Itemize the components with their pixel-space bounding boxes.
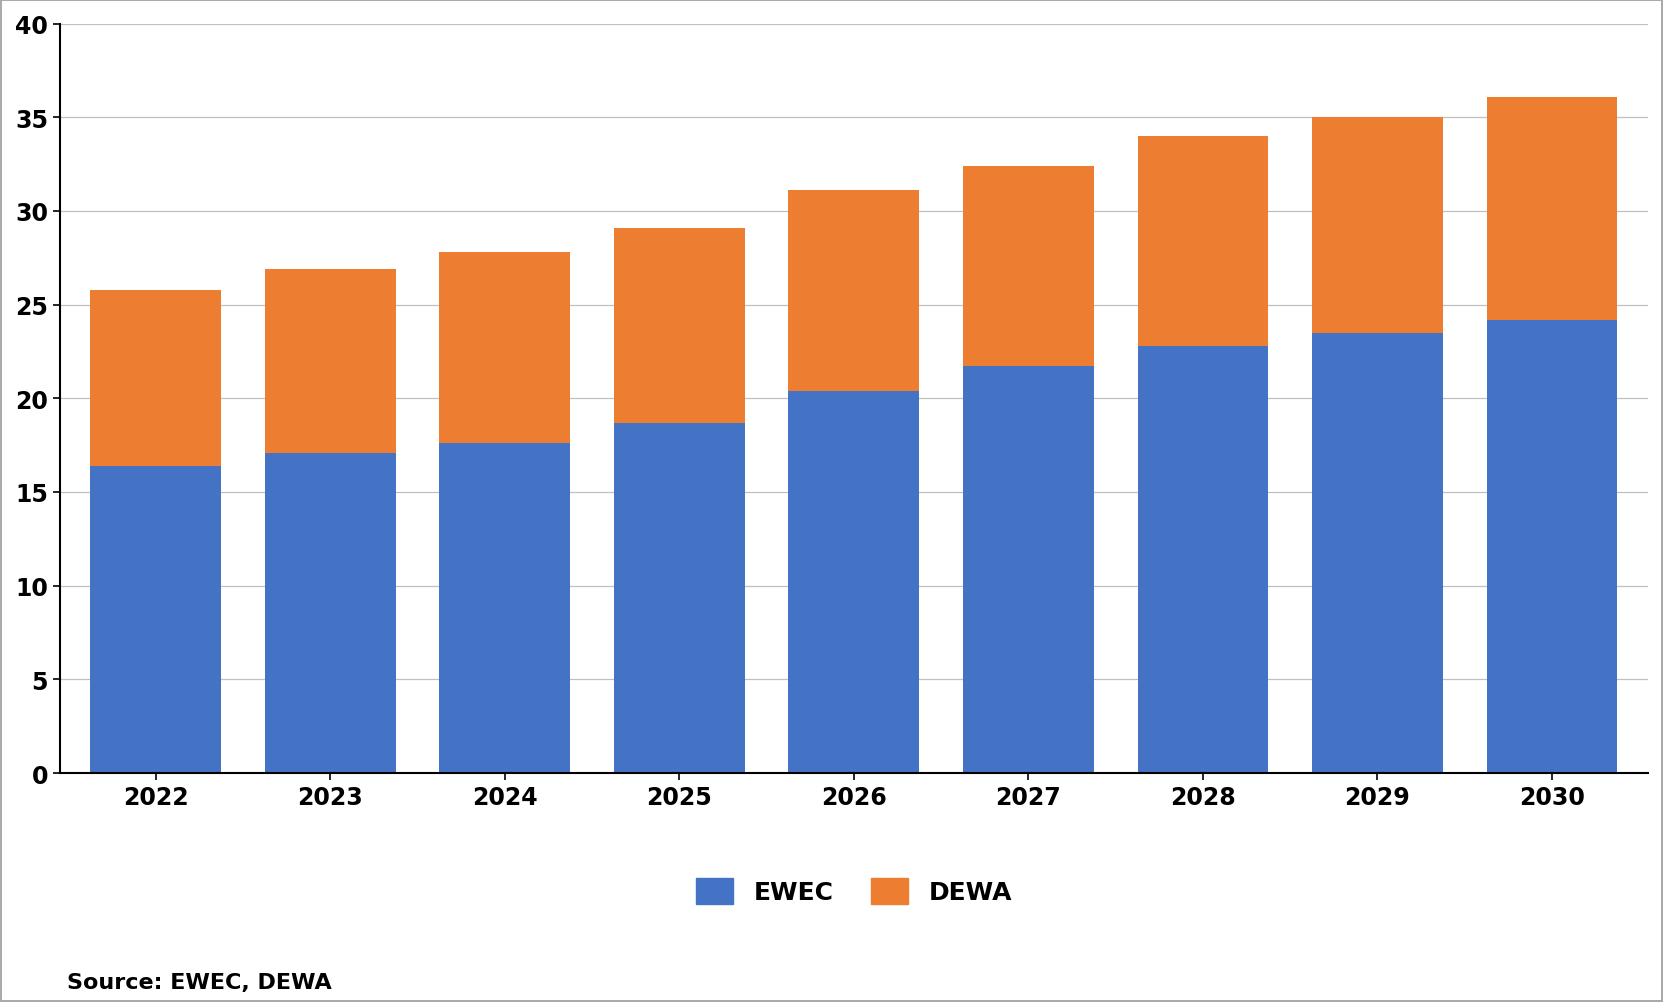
Bar <box>264 270 396 453</box>
Legend: EWEC, DEWA: EWEC, DEWA <box>685 868 1021 915</box>
Bar <box>614 228 745 423</box>
Bar <box>90 291 221 466</box>
Bar <box>1312 334 1443 774</box>
Bar <box>614 423 745 774</box>
Bar <box>90 466 221 774</box>
Bar <box>1487 321 1618 774</box>
Bar <box>1137 347 1269 774</box>
Text: Source: EWEC, DEWA: Source: EWEC, DEWA <box>67 972 331 992</box>
Bar <box>963 166 1094 367</box>
Bar <box>963 367 1094 774</box>
Bar <box>439 444 570 774</box>
Bar <box>1312 118 1443 334</box>
Bar <box>788 191 920 392</box>
Bar <box>788 392 920 774</box>
Bar <box>264 453 396 774</box>
Bar <box>1137 137 1269 347</box>
Bar <box>1487 97 1618 321</box>
Bar <box>439 253 570 444</box>
